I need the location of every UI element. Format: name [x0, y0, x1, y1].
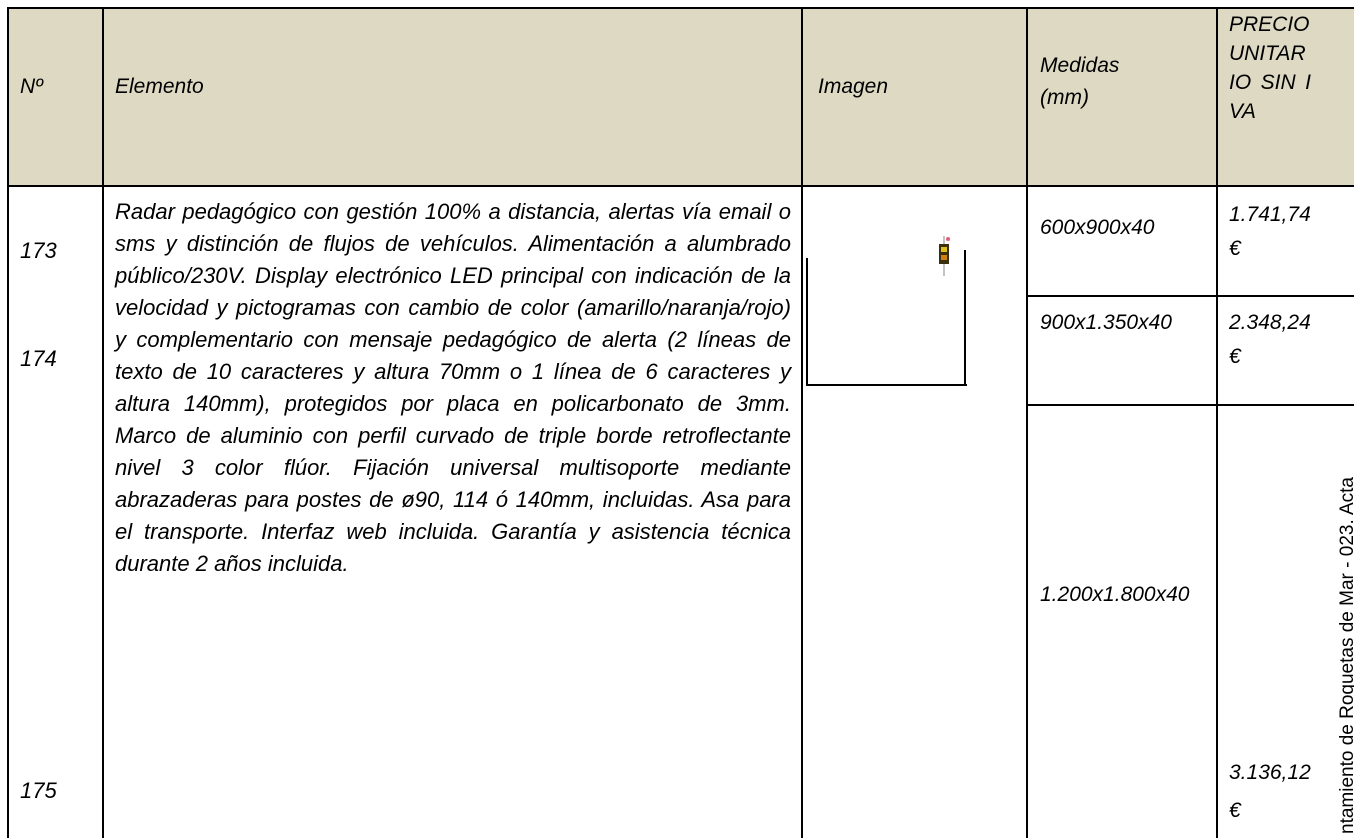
border [8, 185, 1354, 187]
measures: 900x1.350x40 [1040, 311, 1172, 334]
image-frame [964, 250, 966, 386]
border [8, 7, 1354, 9]
row-number: 173 [20, 238, 57, 263]
border [7, 7, 9, 838]
row-number: 174 [20, 346, 57, 371]
border [102, 7, 104, 838]
header-cell: Imagen [818, 75, 889, 98]
header-cell: Elemento [115, 75, 204, 98]
row-number: 175 [20, 778, 57, 803]
header-cell: Medidas (mm) [1040, 54, 1120, 109]
header-cell: PRECIO UNITARIO SIN IVA [1229, 13, 1311, 123]
price: 3.136,12 € [1229, 761, 1311, 822]
border [1027, 404, 1354, 406]
header-cell: Nº [20, 75, 43, 98]
measures: 1.200x1.800x40 [1040, 583, 1190, 606]
border [1026, 7, 1028, 838]
border [1217, 295, 1354, 297]
border [1216, 7, 1218, 838]
price: 1.741,74 € [1229, 203, 1311, 260]
image-frame [806, 258, 808, 386]
description: Radar pedagógico con gestión 100% a dist… [115, 199, 791, 576]
border [801, 7, 803, 838]
header-bg [8, 8, 1354, 186]
image-frame [806, 384, 967, 386]
border [1027, 295, 1217, 297]
measures: 600x900x40 [1040, 216, 1155, 239]
watermark: ntamiento de Roquetas de Mar - 023. Acta [1337, 477, 1354, 834]
radar-icon [939, 236, 950, 276]
price: 2.348,24 € [1229, 311, 1311, 368]
